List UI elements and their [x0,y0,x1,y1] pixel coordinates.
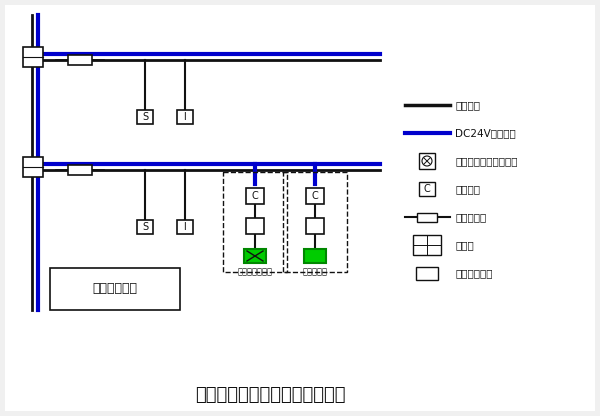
Text: S: S [142,222,148,232]
Bar [244,249,266,263]
Text: C: C [251,191,259,201]
Bar [137,220,153,234]
Text: 应急照明和非消防电源系统控制: 应急照明和非消防电源系统控制 [195,386,345,404]
Text: l: l [184,112,187,122]
Text: 蓄电配电柜: 蓄电配电柜 [302,267,328,276]
Bar [419,182,435,196]
Bar [413,235,441,255]
Bar [283,172,347,272]
Bar [50,268,180,310]
Text: 控制模块: 控制模块 [455,184,480,194]
Text: C: C [311,191,319,201]
Text: S: S [142,112,148,122]
Bar [223,172,287,272]
Text: 继电切换模块: 继电切换模块 [455,268,493,278]
Text: 应急照明配电箱: 应急照明配电箱 [238,267,272,276]
Bar [68,55,92,65]
Bar [306,188,324,204]
Text: 编码型消火栓报警按钮: 编码型消火栓报警按钮 [455,156,517,166]
Bar [417,213,437,221]
Text: 总线隔离器: 总线隔离器 [455,212,486,222]
Text: C: C [424,184,430,194]
Bar [177,110,193,124]
Text: 报警总线: 报警总线 [455,100,480,110]
Bar [304,249,326,263]
Bar [419,153,435,169]
Bar [177,220,193,234]
Bar [68,165,92,175]
Bar [246,218,264,234]
Text: l: l [184,222,187,232]
Bar [246,188,264,204]
Bar [416,267,438,280]
Bar [23,157,43,177]
Circle shape [422,156,432,166]
Text: 端子箱: 端子箱 [455,240,474,250]
Bar [306,218,324,234]
Text: 消防控制中心: 消防控制中心 [92,282,137,295]
Bar [137,110,153,124]
Bar [23,47,43,67]
Text: DC24V电源总线: DC24V电源总线 [455,128,516,138]
